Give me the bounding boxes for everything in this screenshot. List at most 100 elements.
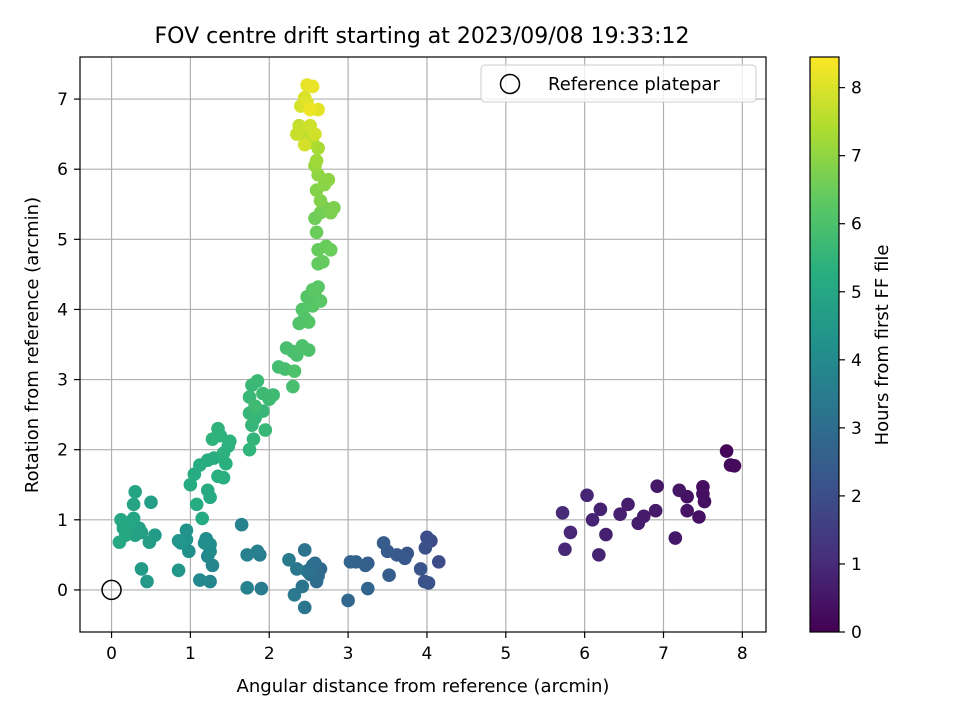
scatter-point: [266, 388, 280, 402]
scatter-point: [240, 581, 254, 595]
scatter-point: [250, 374, 265, 388]
colorbar-tick-label: 1: [851, 555, 862, 575]
chart-title: FOV centre drift starting at 2023/09/08 …: [155, 24, 690, 49]
scatter-point: [171, 534, 186, 548]
scatter-point: [205, 432, 220, 446]
scatter-point: [126, 497, 141, 512]
scatter-point: [240, 548, 254, 562]
scatter-point: [183, 477, 198, 492]
x-tick-label: 3: [343, 644, 354, 664]
y-tick-label: 1: [57, 511, 68, 531]
scatter-point: [203, 574, 217, 589]
colorbar-tick-label: 5: [851, 283, 862, 303]
reference-platepar-marker: [101, 579, 122, 601]
scatter-points: [112, 78, 742, 615]
scatter-point: [697, 494, 712, 509]
scatter-point: [246, 432, 261, 446]
scatter-point: [282, 552, 296, 567]
y-tick-label: 6: [57, 160, 68, 180]
legend-entry: Reference platepar: [548, 74, 720, 95]
legend: Reference platepar: [480, 64, 757, 103]
colorbar-label: Hours from first FF file: [872, 245, 893, 446]
scatter-point: [343, 555, 358, 569]
x-tick-label: 6: [579, 644, 590, 664]
scatter-point: [254, 581, 269, 596]
scatter-point: [631, 516, 646, 531]
legend-marker-icon: [499, 73, 521, 95]
scatter-point: [295, 302, 310, 317]
y-axis-label: Rotation from reference (arcmin): [22, 197, 43, 493]
scatter-point: [171, 563, 186, 578]
scatter-point: [287, 588, 302, 602]
scatter-point: [555, 505, 570, 520]
scatter-point: [719, 444, 734, 458]
grid-lines: [80, 57, 766, 632]
scatter-point: [599, 527, 613, 542]
colorbar-tick-label: 0: [851, 623, 862, 643]
scatter-point: [290, 562, 304, 576]
scatter-point: [376, 536, 391, 550]
scatter-point: [189, 497, 204, 512]
scatter-point: [179, 523, 194, 538]
x-tick-label: 5: [500, 644, 511, 664]
y-tick-label: 0: [57, 581, 68, 601]
scatter-point: [308, 127, 322, 141]
x-tick-label: 0: [106, 644, 117, 664]
x-axis-label: Angular distance from reference (arcmin): [237, 676, 610, 697]
x-axis-ticks: 0 1 2 3 4 5 6 7 8: [106, 632, 748, 664]
scatter-point: [301, 343, 316, 357]
scatter-point: [211, 421, 225, 436]
legend-box: [480, 64, 757, 103]
colorbar-tick-label: 2: [851, 487, 862, 507]
y-tick-label: 5: [57, 230, 68, 250]
scatter-point: [286, 379, 300, 394]
scatter-point: [301, 315, 316, 329]
scatter-point: [580, 488, 594, 503]
plot-frame: [79, 56, 767, 633]
colorbar-tick-label: 3: [851, 419, 862, 439]
scatter-point: [563, 525, 578, 540]
scatter-point: [305, 283, 320, 297]
colorbar-tick-label: 7: [851, 147, 862, 167]
colorbar-tick-label: 8: [851, 79, 862, 99]
y-tick-label: 3: [57, 371, 68, 391]
scatter-point: [300, 564, 314, 578]
scatter-point: [134, 562, 149, 576]
scatter-point: [341, 593, 355, 608]
scatter-point: [112, 535, 127, 550]
scatter-point: [219, 456, 233, 471]
scatter-point: [593, 502, 608, 517]
scatter-point: [305, 79, 320, 94]
scatter-point: [114, 513, 128, 527]
scatter-point: [668, 531, 683, 545]
colorbar-tick-label: 6: [851, 215, 862, 235]
scatter-point: [672, 483, 687, 498]
scatter-point: [650, 479, 664, 493]
scatter-point: [431, 555, 446, 569]
scatter-point: [216, 470, 231, 485]
scatter-point: [309, 153, 324, 168]
scatter-point: [250, 544, 265, 559]
scatter-point: [417, 574, 432, 589]
scatter-point: [200, 483, 215, 498]
scatter-point: [297, 137, 312, 152]
scatter-point: [234, 517, 249, 532]
y-tick-label: 2: [57, 441, 68, 461]
scatter-point: [316, 254, 330, 269]
scatter-point: [313, 193, 328, 208]
scatter-point: [382, 568, 396, 583]
scatter-point: [242, 442, 257, 457]
scatter-point: [727, 459, 742, 473]
scatter-point: [321, 172, 336, 187]
scatter-point: [323, 243, 338, 257]
scatter-point: [287, 364, 302, 378]
scatter-point: [418, 541, 433, 555]
scatter-point: [309, 225, 324, 240]
scatter-point: [621, 497, 635, 512]
scatter-point: [558, 542, 572, 557]
y-tick-label: 4: [57, 300, 68, 320]
scatter-point: [303, 102, 318, 117]
scatter-point: [142, 535, 157, 550]
scatter-point: [327, 200, 341, 215]
